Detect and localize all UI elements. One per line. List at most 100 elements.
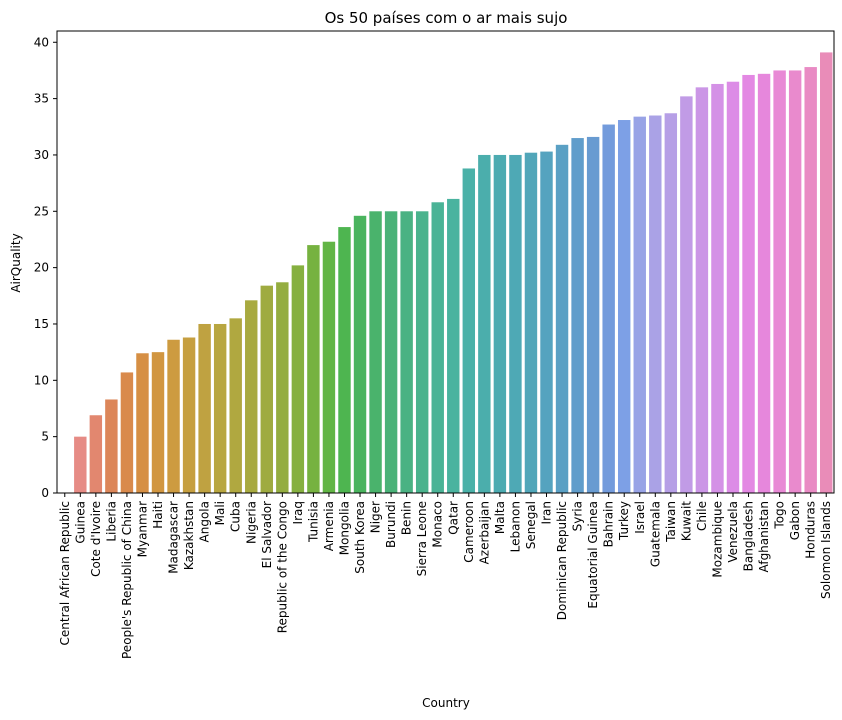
bar [680,96,693,494]
bar [322,241,336,493]
x-tick-label: Liberia [104,501,118,542]
x-tick-label: Republic of the Congo [275,501,289,633]
x-tick-label: Sierra Leone [415,501,429,576]
x-tick-label: Lebanon [508,501,522,552]
x-tick-label: Mongolia [337,501,351,555]
bar [571,138,584,494]
x-tick-label: Kuwait [679,501,693,541]
bar [726,81,740,494]
x-tick-label: Venezuela [726,501,740,563]
x-tick-label: Cuba [229,501,243,532]
bar [447,198,460,493]
bar [649,115,662,493]
bar [136,353,149,493]
bar [213,323,227,493]
bar [493,154,507,493]
x-tick-label: Equatorial Guinea [586,501,600,609]
bar [555,144,569,493]
x-tick-label: Solomon Islands [819,501,833,599]
bar [586,136,600,494]
y-tick-label: 15 [34,317,49,331]
bar [633,116,646,493]
x-axis: Central African Republic Guinea Cote d'Ivo… [58,493,833,659]
bar [353,215,367,494]
bar [757,73,771,493]
x-tick-label: People's Republic of China [120,501,134,659]
x-tick-label: Chile [695,501,709,531]
x-tick-label: Malta [493,501,507,534]
x-tick-label: South Korea [353,501,367,574]
bar [245,300,258,493]
x-tick-label: Myanmar [135,501,149,557]
y-tick-label: 35 [34,92,49,106]
y-tick-label: 30 [34,148,49,162]
bar [291,265,305,493]
x-tick-label: Cote d'Ivoire [89,501,103,577]
y-tick-label: 25 [34,204,49,218]
x-tick-label: Monaco [431,501,445,548]
x-tick-label: Madagascar [167,501,181,574]
plot-area [56,30,835,494]
bar [804,67,817,493]
bar [120,372,134,493]
bar [742,74,755,493]
x-tick-label: Armenia [322,501,336,551]
plot-frame [56,30,835,494]
x-tick-label: Bahrain [602,501,616,547]
bar [415,211,429,494]
x-tick-label: Mali [213,501,227,525]
x-tick-label: Togo [773,501,787,530]
bar [260,285,273,493]
y-axis: 0 5 10 15 20 25 30 35 40 [34,35,57,500]
bar [617,120,631,494]
x-tick-label: Honduras [804,501,818,559]
y-tick-label: 0 [41,486,49,500]
bar [602,124,615,493]
y-tick-label: 10 [34,373,49,387]
x-tick-label: Niger [369,501,383,533]
bar [151,352,165,493]
x-tick-label: Iran [540,501,554,524]
x-tick-label: Qatar [446,501,460,535]
bar [540,151,553,493]
y-tick-label: 20 [34,261,49,275]
bar [431,202,444,493]
bar [773,70,786,493]
x-tick-label: Nigeria [244,501,258,544]
x-tick-label: Central African Republic [58,501,72,645]
bar [167,339,180,493]
bar [524,152,538,493]
bar [307,245,320,493]
x-tick-label: Afghanistan [757,501,771,572]
x-tick-label: El Salvador [260,501,274,568]
x-tick-label: Guinea [73,501,87,544]
bar [229,318,242,493]
x-tick-label: Turkey [617,501,631,541]
x-tick-label: Senegal [524,501,538,549]
chart-title: Os 50 países com o ar mais sujo [325,9,568,27]
bar [462,168,476,493]
bar [509,154,522,493]
x-tick-label: Syria [571,501,585,531]
x-tick-label: Guatemala [648,501,662,567]
x-tick-label: Taiwan [664,501,678,543]
y-axis-label: AirQuality [9,233,23,292]
x-tick-label: Dominican Republic [555,501,569,620]
bar [369,211,382,494]
x-tick-label: Kazakhstan [182,501,196,570]
bar [338,227,351,493]
bar [478,154,491,493]
x-tick-label: Gabon [788,501,802,540]
x-tick-label: Benin [400,501,414,535]
x-tick-label: Bangladesh [742,501,756,571]
bar [820,52,833,493]
x-tick-label: Tunisia [306,501,320,543]
bar [276,282,289,493]
bar [788,70,802,493]
x-tick-label: Mozambique [710,501,724,578]
bar [400,211,413,494]
x-tick-label: Israel [633,501,647,534]
x-tick-label: Iraq [291,501,305,524]
bar [74,436,87,493]
